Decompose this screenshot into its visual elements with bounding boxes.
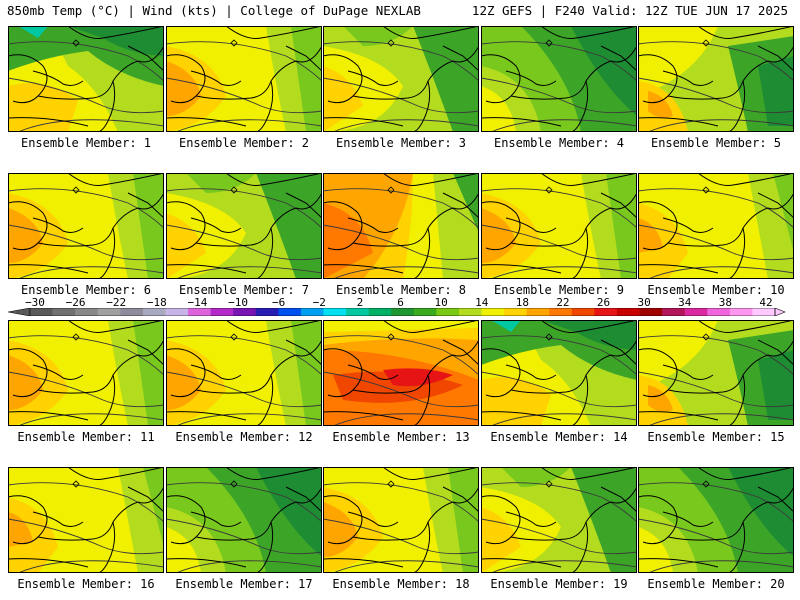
ensemble-member-caption: Ensemble Member: 18	[332, 577, 470, 591]
colorbar-tick-label: 22	[556, 296, 570, 309]
colorbar-swatch	[594, 308, 618, 316]
colorbar-swatch	[255, 308, 279, 316]
temperature-colorbar: −30 −26 −22 −18 −14 −10 −6 −2 2 6 10 14 18 22 26 30 34 38…	[0, 296, 800, 320]
ensemble-member-caption: Ensemble Member: 13	[332, 430, 470, 444]
colorbar-swatch	[368, 308, 392, 316]
ensemble-member-map	[638, 26, 794, 132]
colorbar-swatch	[323, 308, 347, 316]
ensemble-member-map	[481, 320, 637, 426]
colorbar-tick-label: −30	[25, 296, 45, 309]
ensemble-member-caption: Ensemble Member: 2	[178, 136, 310, 150]
colorbar-swatch	[729, 308, 753, 316]
colorbar-swatch	[300, 308, 324, 316]
ensemble-member-map	[166, 26, 322, 132]
ensemble-member-map	[8, 173, 164, 279]
colorbar-tick-label: 34	[678, 296, 692, 309]
ensemble-member-caption: Ensemble Member: 16	[17, 577, 155, 591]
ensemble-member-map	[481, 467, 637, 573]
colorbar-swatch	[278, 308, 302, 316]
colorbar-swatch	[752, 308, 776, 316]
ensemble-member-map	[638, 320, 794, 426]
ensemble-member-map	[323, 320, 479, 426]
colorbar-swatch	[75, 308, 99, 316]
model-run-info: 12Z GEFS | F240 Valid: 12Z TUE JUN 17 20…	[471, 3, 788, 18]
ensemble-member-map	[323, 467, 479, 573]
colorbar-swatch	[639, 308, 663, 316]
ensemble-member-caption: Ensemble Member: 14	[490, 430, 628, 444]
colorbar-swatch	[526, 308, 550, 316]
colorbar-swatch	[504, 308, 527, 316]
colorbar-tick-label: −10	[228, 296, 248, 309]
ensemble-member-map	[323, 26, 479, 132]
ensemble-member-caption: Ensemble Member: 1	[20, 136, 152, 150]
ensemble-member-caption: Ensemble Member: 9	[493, 283, 625, 297]
colorbar-swatch	[233, 308, 257, 316]
colorbar-swatch	[662, 308, 685, 316]
colorbar-swatch	[165, 308, 189, 316]
ensemble-member-map	[8, 467, 164, 573]
colorbar-tick-label: 6	[397, 296, 404, 309]
colorbar-tick-label: 26	[596, 296, 611, 309]
colorbar-tick-label: −14	[187, 296, 208, 309]
colorbar-swatch	[97, 308, 121, 316]
ensemble-member-caption: Ensemble Member: 10	[647, 283, 785, 297]
ensemble-member-map	[8, 26, 164, 132]
ensemble-member-map	[638, 173, 794, 279]
ensemble-member-caption: Ensemble Member: 20	[647, 577, 785, 591]
colorbar-swatch	[707, 308, 731, 316]
ensemble-member-map	[481, 173, 637, 279]
colorbar-strip	[7, 308, 786, 316]
colorbar-swatch	[188, 308, 211, 316]
chart-title: 850mb Temp (°C) | Wind (kts) | College o…	[7, 3, 421, 18]
colorbar-swatch	[549, 308, 573, 316]
ensemble-member-caption: Ensemble Member: 3	[335, 136, 467, 150]
ensemble-member-map	[323, 173, 479, 279]
colorbar-swatch	[616, 308, 640, 316]
colorbar-tick-label: 18	[515, 296, 529, 309]
ensemble-member-map	[166, 173, 322, 279]
ensemble-member-caption: Ensemble Member: 8	[335, 283, 467, 297]
ensemble-member-map	[166, 320, 322, 426]
colorbar-tick-label: −2	[312, 296, 326, 309]
colorbar-tick-label: −18	[146, 296, 167, 309]
colorbar-tick-label: 2	[356, 296, 364, 309]
ensemble-member-caption: Ensemble Member: 4	[493, 136, 625, 150]
ensemble-member-caption: Ensemble Member: 7	[178, 283, 310, 297]
ensemble-member-caption: Ensemble Member: 5	[650, 136, 782, 150]
colorbar-swatch	[52, 308, 76, 316]
ensemble-member-caption: Ensemble Member: 15	[647, 430, 785, 444]
colorbar-swatch	[413, 308, 437, 316]
colorbar-tick-label: −22	[106, 296, 127, 309]
colorbar-swatch	[436, 308, 460, 316]
colorbar-tick-label: −26	[65, 296, 86, 309]
colorbar-swatch	[210, 308, 234, 316]
colorbar-swatch	[391, 308, 415, 316]
colorbar-swatch	[30, 308, 53, 316]
colorbar-swatch	[346, 308, 369, 316]
colorbar-tick-label: 14	[475, 296, 489, 309]
colorbar-swatch	[684, 308, 708, 316]
colorbar-swatch	[120, 308, 144, 316]
colorbar-tick-label: 30	[637, 296, 651, 309]
colorbar-swatch	[458, 308, 482, 316]
ensemble-member-map	[481, 26, 637, 132]
ensemble-member-map	[8, 320, 164, 426]
colorbar-tick-label: 42	[759, 296, 773, 309]
colorbar-swatch	[481, 308, 505, 316]
colorbar-tick-label: 10	[434, 296, 448, 309]
ensemble-member-caption: Ensemble Member: 6	[20, 283, 152, 297]
ensemble-member-caption: Ensemble Member: 12	[175, 430, 313, 444]
colorbar-tick-label: −6	[272, 296, 286, 309]
colorbar-swatch	[142, 308, 166, 316]
ensemble-member-caption: Ensemble Member: 19	[490, 577, 628, 591]
ensemble-member-map	[166, 467, 322, 573]
ensemble-member-caption: Ensemble Member: 11	[17, 430, 155, 444]
ensemble-member-caption: Ensemble Member: 17	[175, 577, 313, 591]
ensemble-member-map	[638, 467, 794, 573]
colorbar-tick-label: 38	[718, 296, 732, 309]
colorbar-swatch	[571, 308, 595, 316]
